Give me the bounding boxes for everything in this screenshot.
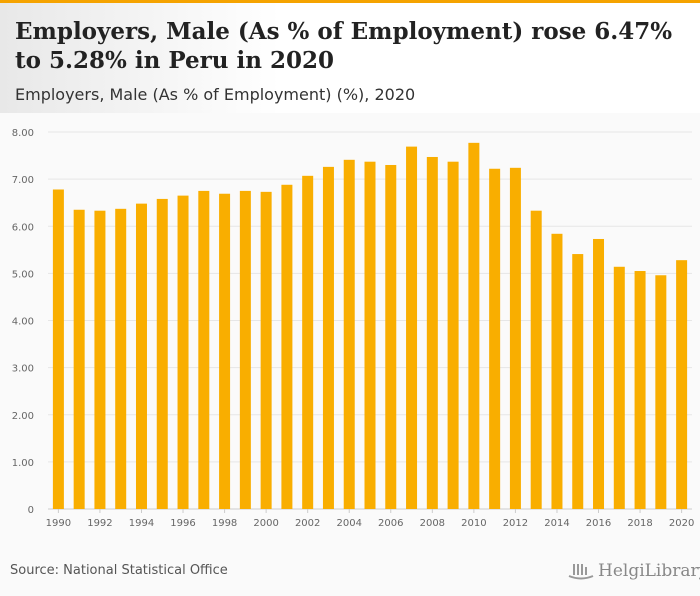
bar-2002 xyxy=(302,175,314,510)
y-tick-label: 7.00 xyxy=(12,175,34,186)
bar-1994 xyxy=(135,203,147,509)
x-tick-label: 2016 xyxy=(586,518,611,529)
y-tick-label: 2.00 xyxy=(12,411,34,422)
bar-1999 xyxy=(239,190,251,509)
bar-2013 xyxy=(530,210,542,509)
x-tick-label: 2020 xyxy=(669,518,694,529)
y-tick-label: 5.00 xyxy=(12,269,34,280)
x-tick-label: 2008 xyxy=(420,518,445,529)
bar-2019 xyxy=(655,275,667,509)
library-icon xyxy=(568,564,594,580)
chart-subtitle: Employers, Male (As % of Employment) (%)… xyxy=(15,85,416,104)
bar-2018 xyxy=(634,271,646,509)
y-tick-label: 6.00 xyxy=(12,222,34,233)
bar-1997 xyxy=(198,190,210,509)
x-tick-label: 1996 xyxy=(170,518,195,529)
y-tick-label: 0 xyxy=(28,505,34,516)
bar-1990 xyxy=(52,189,64,509)
bar-chart: 0 1.00 2.00 3.00 4.00 5.00 6.00 7.00 8.00 1990 199… xyxy=(12,128,695,529)
y-tick-label: 1.00 xyxy=(12,458,34,469)
bar-2017 xyxy=(613,266,625,509)
bar-2007 xyxy=(406,146,418,509)
helgi-library-logo[interactable]: HelgiLibrary xyxy=(568,561,700,581)
y-tick-label: 8.00 xyxy=(12,128,34,139)
source-text: Source: National Statistical Office xyxy=(10,563,228,578)
bar-2009 xyxy=(447,161,459,509)
bar-1992 xyxy=(94,210,106,509)
chart-title: Employers, Male (As % of Employment) ros… xyxy=(15,18,673,74)
x-tick-label: 2004 xyxy=(336,518,361,529)
x-tick-label: 1992 xyxy=(87,518,112,529)
bar-1991 xyxy=(73,209,85,509)
bar-2000 xyxy=(260,191,272,509)
bar-1998 xyxy=(219,193,231,509)
x-tick-label: 2018 xyxy=(627,518,652,529)
bar-2005 xyxy=(364,161,376,509)
accent-bar xyxy=(0,0,700,3)
bar-2001 xyxy=(281,184,293,509)
logo-text: HelgiLibrary xyxy=(598,561,700,581)
y-tick-label: 4.00 xyxy=(12,317,34,328)
bar-2010 xyxy=(468,142,480,509)
header: Employers, Male (As % of Employment) ros… xyxy=(0,3,700,113)
x-tick-label: 2014 xyxy=(544,518,569,529)
bar-2014 xyxy=(551,233,563,509)
bar-2015 xyxy=(572,254,584,509)
bar-2020 xyxy=(676,260,688,509)
x-tick-label: 2012 xyxy=(503,518,528,529)
x-tick-label: 1990 xyxy=(46,518,71,529)
x-tick-label: 2002 xyxy=(295,518,320,529)
bar-2008 xyxy=(426,156,438,509)
bar-2003 xyxy=(322,166,334,509)
x-tick-label: 2006 xyxy=(378,518,403,529)
bar-2006 xyxy=(385,164,397,510)
x-tick-label: 1998 xyxy=(212,518,237,529)
bar-1993 xyxy=(115,208,127,509)
bar-2004 xyxy=(343,159,355,509)
x-tick-label: 1994 xyxy=(129,518,154,529)
bar-2016 xyxy=(593,238,605,509)
x-tick-label: 2010 xyxy=(461,518,486,529)
x-tick-label: 2000 xyxy=(253,518,278,529)
y-tick-label: 3.00 xyxy=(12,364,34,375)
bar-1995 xyxy=(156,198,168,509)
bar-2012 xyxy=(509,167,521,509)
bar-2011 xyxy=(489,168,501,509)
bar-1996 xyxy=(177,195,189,509)
